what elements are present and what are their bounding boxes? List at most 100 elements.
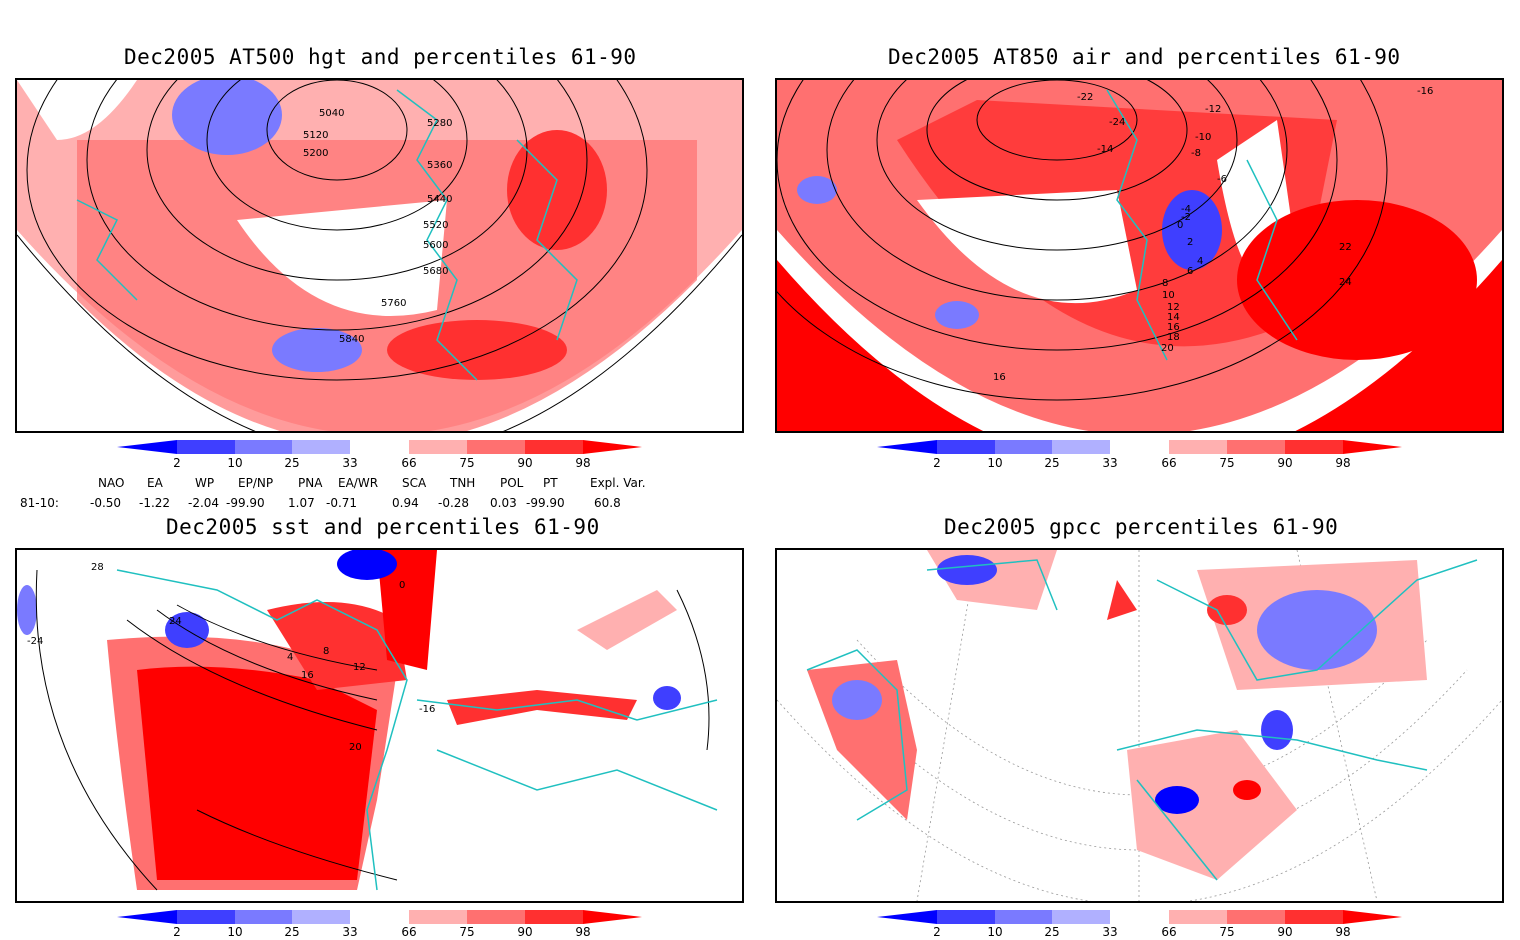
contour-label: 0 bbox=[399, 580, 405, 591]
colorbar-tick: 10 bbox=[987, 456, 1003, 470]
colorbar-tick: 66 bbox=[1161, 456, 1177, 470]
colorbar-segment bbox=[1110, 440, 1169, 454]
index-value: -0.50 bbox=[90, 496, 122, 510]
colorbar-tick: 33 bbox=[342, 925, 358, 939]
colorbar-segment bbox=[467, 440, 525, 454]
contour-label: 5520 bbox=[423, 220, 448, 231]
colorbar-segment bbox=[177, 910, 235, 924]
colorbar-segment bbox=[409, 440, 467, 454]
colorbar-segment bbox=[467, 910, 525, 924]
colorbar-tick: 66 bbox=[1161, 925, 1177, 939]
contour-label: 18 bbox=[1167, 332, 1180, 343]
contour-label: 5840 bbox=[339, 334, 364, 345]
colorbar-tick: 25 bbox=[1044, 456, 1060, 470]
contour-label: -24 bbox=[1109, 117, 1125, 128]
panel-title-gpcc: Dec2005 gpcc percentiles 61-90 bbox=[944, 515, 1339, 539]
colorbar-segment bbox=[1052, 910, 1110, 924]
colorbar-segment bbox=[292, 440, 350, 454]
index-header: Expl. Var. bbox=[590, 476, 646, 490]
colorbar-segment bbox=[1169, 910, 1227, 924]
index-value: 60.8 bbox=[594, 496, 621, 510]
contour-label: -16 bbox=[1417, 86, 1433, 97]
colorbar-bottom-right: 2 10 25 33 66 75 90 98 bbox=[877, 910, 1402, 940]
colorbar-tick: 98 bbox=[1335, 925, 1351, 939]
index-header: PNA bbox=[298, 476, 323, 490]
colorbar-segment bbox=[350, 440, 409, 454]
contour-label: 14 bbox=[1167, 312, 1180, 323]
contour-label: 8 bbox=[323, 646, 329, 657]
contour-label: -12 bbox=[1205, 104, 1221, 115]
contour-label: -8 bbox=[1191, 148, 1201, 159]
contour-label: 24 bbox=[169, 616, 182, 627]
colorbar-segment bbox=[1343, 440, 1402, 454]
index-header: EA/WR bbox=[338, 476, 379, 490]
colorbar-tick: 33 bbox=[1102, 456, 1118, 470]
contour-label: -6 bbox=[1217, 174, 1227, 185]
colorbar-bottom-left: 2 10 25 33 66 75 90 98 bbox=[117, 910, 642, 940]
index-header: NAO bbox=[98, 476, 125, 490]
colorbar-tick: 25 bbox=[284, 456, 300, 470]
colorbar-segment bbox=[525, 440, 583, 454]
colorbar-tick: 90 bbox=[517, 925, 533, 939]
index-value: 0.94 bbox=[392, 496, 419, 510]
contour-label: 20 bbox=[1161, 343, 1174, 354]
map-panel-air: -22 -24 -14 -12 -10 -8 -6 -4 -2 0 2 4 6 … bbox=[775, 78, 1504, 433]
colorbar-segment bbox=[409, 910, 467, 924]
contour-label: 28 bbox=[91, 562, 104, 573]
contour-label: -14 bbox=[1097, 144, 1113, 155]
map-panel-sst: 28 24 20 16 12 8 4 0 -16 -24 bbox=[15, 548, 744, 903]
colorbar-segment bbox=[995, 440, 1052, 454]
colorbar-tick: 2 bbox=[173, 456, 181, 470]
contour-label: 20 bbox=[349, 742, 362, 753]
contour-label: 0 bbox=[1177, 220, 1183, 231]
colorbar-segment bbox=[877, 440, 937, 454]
colorbar-segment bbox=[525, 910, 583, 924]
colorbar-tick: 98 bbox=[575, 456, 591, 470]
map-panel-gpcc bbox=[775, 548, 1504, 903]
colorbar-tick: 33 bbox=[342, 456, 358, 470]
contour-label: 16 bbox=[1167, 322, 1180, 333]
sst-map: 28 24 20 16 12 8 4 0 -16 -24 bbox=[17, 550, 718, 891]
contour-label: -4 bbox=[1181, 204, 1191, 215]
colorbar-tick: 75 bbox=[1219, 925, 1235, 939]
panel-title-air: Dec2005 AT850 air and percentiles 61-90 bbox=[888, 45, 1401, 69]
contour-label: 5680 bbox=[423, 266, 448, 277]
index-value: -0.28 bbox=[438, 496, 470, 510]
contour-label: 6 bbox=[1187, 266, 1193, 277]
contour-label: 5040 bbox=[319, 108, 344, 119]
colorbar-segment bbox=[1110, 910, 1169, 924]
colorbar-tick: 90 bbox=[1277, 456, 1293, 470]
index-header: TNH bbox=[450, 476, 476, 490]
contour-label: 4 bbox=[1197, 256, 1203, 267]
colorbar-segment bbox=[1227, 910, 1285, 924]
contour-label: 16 bbox=[993, 372, 1006, 383]
contour-label: 16 bbox=[301, 670, 314, 681]
colorbar-segment bbox=[235, 910, 292, 924]
contour-label: 5760 bbox=[381, 298, 406, 309]
colorbar-tick: 75 bbox=[459, 925, 475, 939]
contour-label: 2 bbox=[1187, 237, 1193, 248]
colorbar-segment bbox=[995, 910, 1052, 924]
air-map: -22 -24 -14 -12 -10 -8 -6 -4 -2 0 2 4 6 … bbox=[777, 80, 1502, 431]
colorbar-top-right: 2 10 25 33 66 75 90 98 bbox=[877, 440, 1402, 470]
index-value: 0.03 bbox=[490, 496, 517, 510]
colorbar-tick: 2 bbox=[933, 456, 941, 470]
index-header: SCA bbox=[402, 476, 427, 490]
gpcc-map bbox=[777, 550, 1502, 901]
colorbar-tick: 66 bbox=[401, 925, 417, 939]
index-header: WP bbox=[195, 476, 215, 490]
colorbar-tick: 10 bbox=[987, 925, 1003, 939]
colorbar-tick: 98 bbox=[575, 925, 591, 939]
contour-label: -22 bbox=[1077, 92, 1093, 103]
index-header: EA bbox=[147, 476, 163, 490]
colorbar-segment bbox=[1285, 440, 1343, 454]
colorbar-segment bbox=[583, 440, 642, 454]
colorbar-segment bbox=[117, 440, 177, 454]
colorbar-segment bbox=[937, 440, 995, 454]
colorbar-segment bbox=[350, 910, 409, 924]
colorbar-tick: 75 bbox=[1219, 456, 1235, 470]
index-value: -99.90 bbox=[226, 496, 265, 510]
contour-label: 8 bbox=[1162, 278, 1168, 289]
colorbar-tick: 10 bbox=[227, 925, 243, 939]
colorbar-segment bbox=[1169, 440, 1227, 454]
